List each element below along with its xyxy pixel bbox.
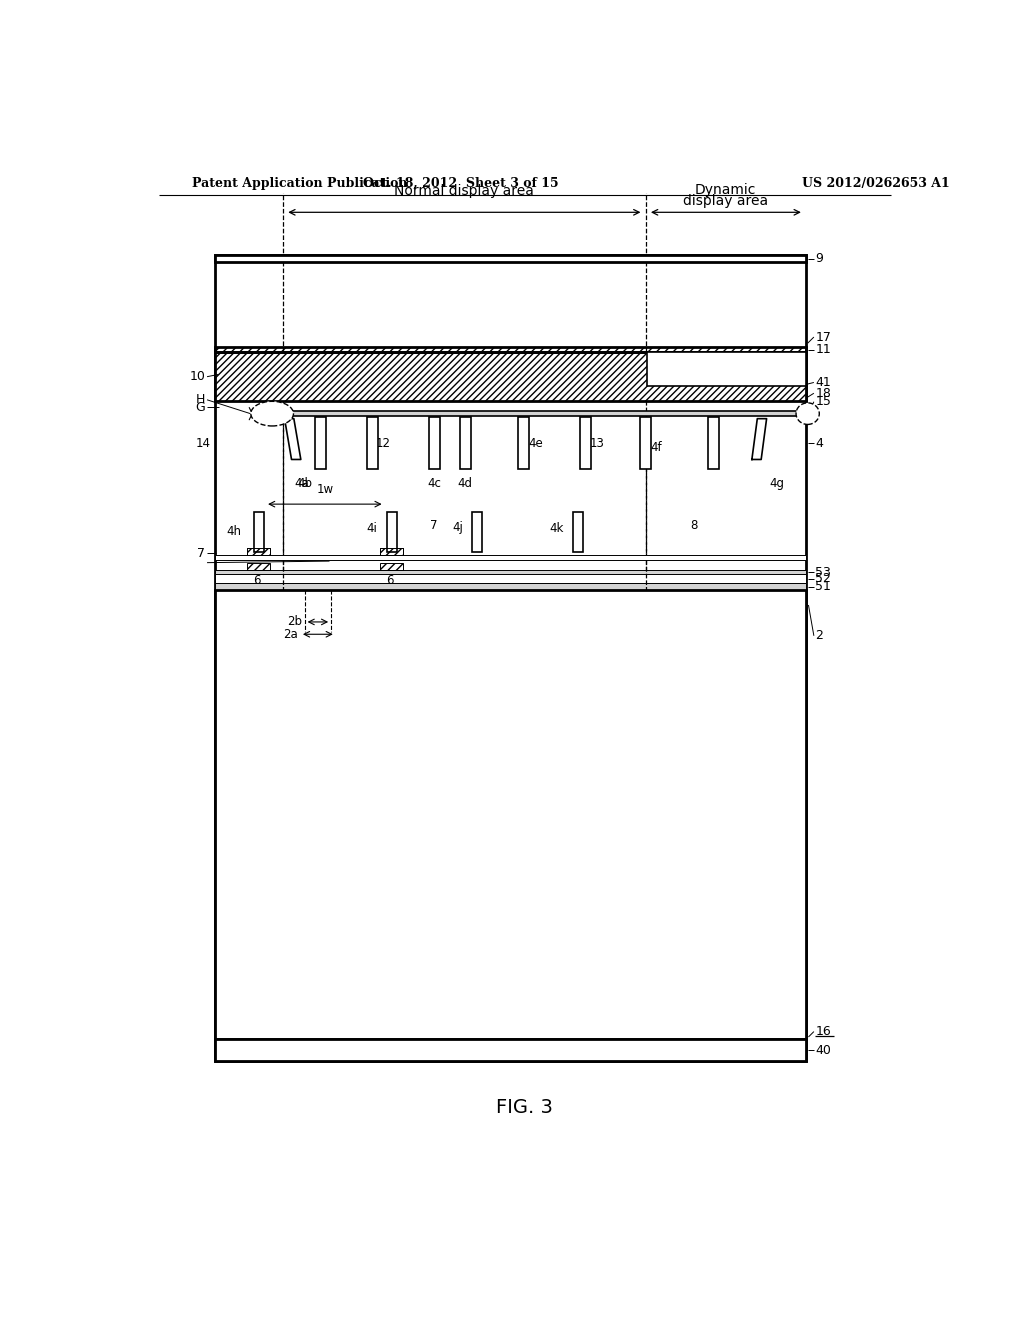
Text: 6: 6 (386, 574, 393, 587)
Bar (247, 562, 270, 570)
Text: 18: 18 (815, 387, 831, 400)
Text: 11: 11 (815, 343, 831, 356)
Bar (215, 574, 806, 583)
Bar (460, 417, 471, 470)
Bar (647, 352, 806, 385)
Bar (247, 548, 270, 554)
Text: H: H (197, 393, 206, 407)
Bar (647, 352, 806, 385)
Text: 2a: 2a (283, 628, 298, 640)
Text: 4a: 4a (295, 478, 309, 490)
Bar (215, 583, 806, 590)
Bar (472, 512, 482, 552)
Text: Dynamic: Dynamic (695, 183, 756, 197)
Bar (271, 411, 806, 416)
Bar (387, 512, 397, 552)
Bar (380, 548, 403, 554)
Text: 1w: 1w (316, 483, 334, 496)
Bar (215, 570, 806, 574)
Text: 40: 40 (815, 1044, 831, 1056)
Bar (215, 347, 806, 352)
Text: US 2012/0262653 A1: US 2012/0262653 A1 (802, 177, 950, 190)
Text: 4h: 4h (226, 525, 241, 539)
Text: 4e: 4e (528, 437, 543, 450)
Text: 12: 12 (376, 437, 391, 450)
Text: 52: 52 (815, 573, 831, 585)
Text: 8: 8 (690, 519, 697, 532)
Text: 51: 51 (815, 579, 831, 593)
Text: 4k: 4k (549, 521, 563, 535)
Text: Normal display area: Normal display area (394, 185, 535, 198)
Bar (429, 417, 439, 470)
Bar (518, 417, 528, 470)
Text: 4i: 4i (367, 521, 378, 535)
Bar (380, 548, 403, 554)
Text: 7: 7 (430, 519, 438, 532)
Text: 2b: 2b (288, 615, 302, 628)
Text: 41: 41 (815, 376, 831, 389)
Text: Oct. 18, 2012  Sheet 3 of 15: Oct. 18, 2012 Sheet 3 of 15 (364, 177, 559, 190)
Text: 4f: 4f (650, 441, 662, 454)
Text: 13: 13 (590, 437, 605, 450)
Text: 4j: 4j (452, 521, 463, 535)
Bar (254, 512, 263, 552)
Text: 15: 15 (815, 395, 831, 408)
Text: 7: 7 (198, 546, 206, 560)
Text: 10: 10 (189, 370, 206, 383)
Bar (708, 417, 719, 470)
Bar (640, 417, 651, 470)
Bar (215, 554, 806, 561)
Text: 53: 53 (815, 566, 831, 578)
Text: FIG. 3: FIG. 3 (497, 1097, 553, 1117)
Text: G: G (196, 400, 206, 413)
Bar (314, 417, 326, 470)
Bar (247, 548, 270, 554)
Bar (215, 352, 806, 401)
Text: 4g: 4g (770, 478, 784, 490)
Text: 16: 16 (815, 1026, 831, 1038)
Bar (215, 255, 806, 1061)
Text: 4: 4 (815, 437, 823, 450)
Bar (215, 1039, 806, 1061)
Text: Patent Application Publication: Patent Application Publication (191, 177, 408, 190)
Text: 14: 14 (196, 437, 211, 450)
Bar (580, 417, 591, 470)
Bar (215, 590, 806, 1039)
Text: 4b: 4b (297, 478, 312, 490)
Text: 2: 2 (815, 630, 823, 643)
Text: 9: 9 (815, 252, 823, 265)
Text: 17: 17 (815, 330, 831, 343)
Bar (367, 417, 378, 470)
Ellipse shape (796, 403, 819, 425)
Bar (380, 562, 403, 570)
Bar (215, 255, 806, 263)
Text: 6: 6 (253, 574, 260, 587)
Text: display area: display area (683, 194, 768, 207)
Text: 4c: 4c (427, 478, 441, 490)
Ellipse shape (251, 401, 294, 426)
Bar (572, 512, 583, 552)
Text: 4d: 4d (458, 478, 473, 490)
